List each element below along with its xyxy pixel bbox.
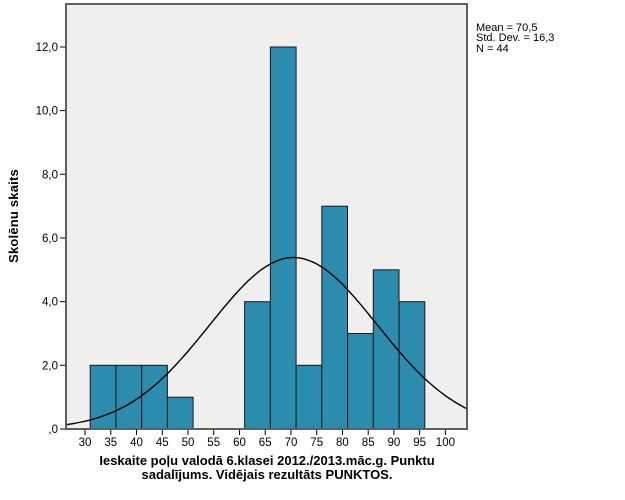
histogram-bar — [166, 396, 194, 430]
x-axis-tick-label: 75 — [310, 437, 323, 449]
stats-box: Mean = 70,5 Std. Dev. = 16,3 N = 44 — [476, 22, 555, 55]
histogram-bar — [269, 46, 297, 430]
x-axis-title: Ieskaite poļu valodā 6.klasei 2012./2013… — [47, 454, 487, 482]
x-axis-tick-label: 95 — [413, 437, 426, 449]
x-axis-tick-label: 30 — [79, 437, 92, 449]
x-axis-title-line2: sadalījums. Vidējais rezultāts PUNKTOS. — [141, 467, 393, 482]
x-axis-tick-label: 35 — [104, 437, 117, 449]
x-axis-tick-label: 100 — [436, 437, 455, 449]
y-axis-tick-label: 8,0 — [42, 169, 58, 181]
y-axis-tick-label: ,0 — [48, 424, 58, 436]
stats-n: N = 44 — [476, 42, 509, 55]
stats-mean: Mean = 70,5 — [476, 22, 538, 34]
x-axis-tick-label: 80 — [336, 437, 349, 449]
y-axis-tick-label: 10,0 — [36, 106, 58, 118]
histogram-bar — [141, 364, 168, 430]
y-axis-tick-label: 2,0 — [42, 360, 58, 372]
y-axis-tick-label: 6,0 — [42, 233, 58, 245]
normal-curve — [65, 256, 468, 426]
y-axis-tick-label: 4,0 — [42, 297, 58, 309]
x-axis-tick-label: 55 — [207, 437, 220, 449]
histogram-bar — [115, 364, 143, 430]
histogram-bar — [347, 333, 374, 430]
x-axis-title-line1: Ieskaite poļu valodā 6.klasei 2012./2013… — [99, 453, 435, 468]
stats-std-dev: Std. Dev. = 16,3 — [476, 32, 555, 45]
x-axis-tick-label: 85 — [362, 437, 375, 449]
x-axis-tick-label: 65 — [259, 437, 272, 449]
histogram-bar — [295, 364, 323, 430]
x-axis-tick-label: 90 — [388, 437, 401, 449]
x-axis-tick-label: 70 — [285, 437, 298, 449]
x-axis-tick-label: 45 — [156, 437, 169, 449]
plot-frame — [65, 3, 468, 430]
x-axis-tick-label: 50 — [182, 437, 195, 449]
y-axis-tick-label: 12,0 — [36, 42, 58, 54]
histogram-bar — [244, 301, 271, 430]
histogram-bar — [372, 269, 400, 430]
x-axis-tick-label: 60 — [233, 437, 246, 449]
y-axis-title: Skolēnu skaits — [6, 169, 21, 263]
histogram-bar — [321, 205, 348, 430]
x-axis-tick-label: 40 — [130, 437, 143, 449]
